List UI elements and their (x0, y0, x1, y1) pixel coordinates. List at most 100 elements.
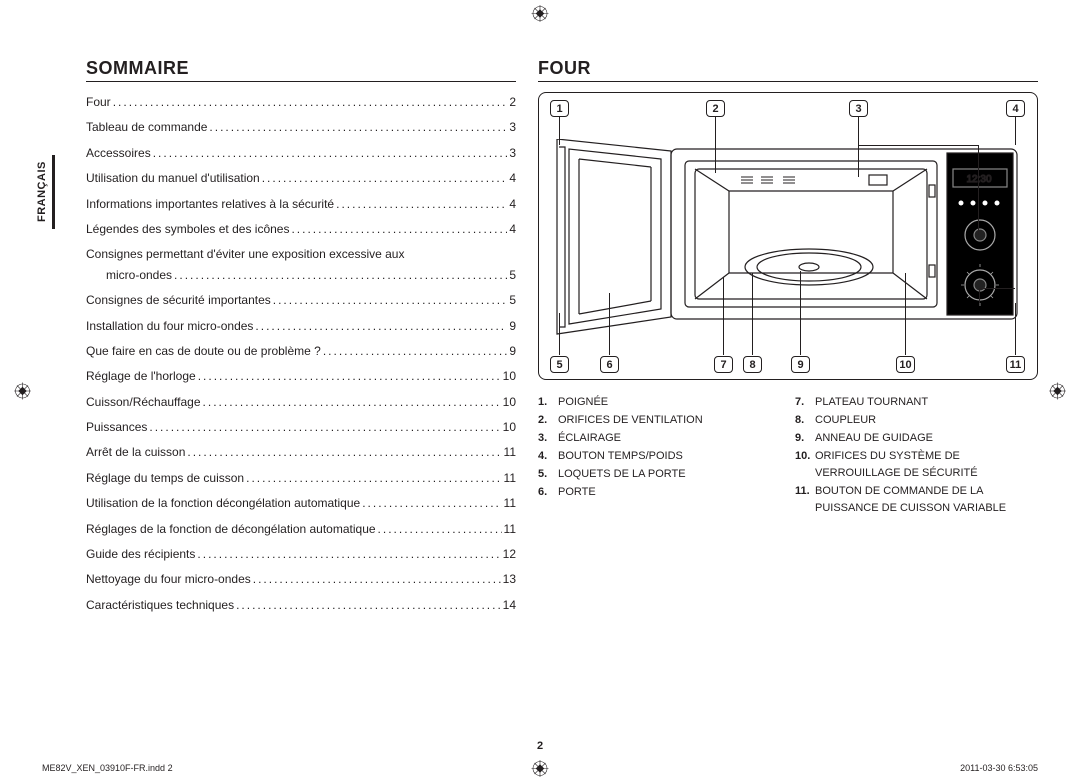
toc-page: 10 (503, 366, 516, 386)
parts-label: ORIFICES DU SYSTÈME DE VERROUILLAGE DE S… (815, 448, 1038, 482)
leader-line (858, 117, 859, 177)
toc-leader-dots (197, 552, 500, 564)
toc-item: Arrêt de la cuisson11 (86, 442, 516, 462)
toc-item: Tableau de commande 3 (86, 117, 516, 137)
toc-leader-dots (174, 273, 507, 285)
leader-line (559, 117, 560, 145)
toc-leader-dots (323, 349, 507, 361)
manual-page: FRANÇAIS SOMMAIRE Four2Tableau de comman… (0, 0, 1080, 782)
page-number: 2 (537, 740, 543, 752)
leader-line (858, 145, 978, 146)
toc-text: Informations importantes relatives à la … (86, 194, 334, 214)
toc-text: Installation du four micro-ondes (86, 316, 253, 336)
toc-text: Utilisation de la fonction décongélation… (86, 493, 360, 513)
toc-item: Informations importantes relatives à la … (86, 194, 516, 214)
four-column: FOUR (538, 58, 1038, 620)
toc-page: 4 (509, 168, 516, 188)
toc-leader-dots (255, 324, 507, 336)
toc-text: Cuisson/Réchauffage (86, 392, 201, 412)
toc-item: Réglages de la fonction de décongélation… (86, 519, 516, 539)
toc-text: Légendes des symboles et des icônes (86, 219, 289, 239)
toc-page: 2 (509, 92, 516, 112)
toc-item: Consignes permettant d'éviter une exposi… (86, 244, 516, 285)
parts-legend-right: 7.PLATEAU TOURNANT8.COUPLEUR9.ANNEAU DE … (795, 394, 1038, 518)
leader-line (723, 277, 724, 355)
toc-item: Réglage de l'horloge 10 (86, 366, 516, 386)
toc-item: Réglage du temps de cuisson11 (86, 468, 516, 488)
toc-page: 12 (503, 544, 516, 564)
toc-page: 3 (509, 143, 516, 163)
registration-mark-icon (14, 383, 31, 400)
registration-mark-icon (1049, 383, 1066, 400)
toc-text: Guide des récipients (86, 544, 195, 564)
table-of-contents: Four2Tableau de commande3Accessoires3Uti… (86, 92, 516, 615)
parts-number: 2. (538, 412, 558, 429)
toc-page: 14 (503, 595, 516, 615)
leader-line (609, 293, 610, 355)
microwave-illustration: 12:30 (551, 139, 1026, 339)
parts-legend-item: 7.PLATEAU TOURNANT (795, 394, 1038, 411)
parts-legend-item: 8.COUPLEUR (795, 412, 1038, 429)
toc-leader-dots (273, 299, 508, 311)
sommaire-column: SOMMAIRE Four2Tableau de commande3Access… (86, 58, 516, 620)
leader-line (752, 273, 753, 355)
toc-page: 9 (509, 341, 516, 361)
four-heading: FOUR (538, 58, 1038, 82)
leader-line (979, 288, 1015, 289)
toc-text: Caractéristiques techniques (86, 595, 234, 615)
toc-item: Accessoires3 (86, 143, 516, 163)
diagram-callout-7: 7 (714, 356, 733, 373)
toc-text: Puissances (86, 417, 147, 437)
toc-leader-dots (149, 425, 500, 437)
toc-text: Réglage de l'horloge (86, 366, 196, 386)
diagram-callout-4: 4 (1006, 100, 1025, 117)
parts-label: PORTE (558, 484, 596, 501)
diagram-callout-2: 2 (706, 100, 725, 117)
diagram-callout-11: 11 (1006, 356, 1025, 373)
parts-label: PLATEAU TOURNANT (815, 394, 928, 411)
parts-label: ÉCLAIRAGE (558, 430, 621, 447)
toc-leader-dots (262, 177, 508, 189)
parts-label: BOUTON DE COMMANDE DE LA PUISSANCE DE CU… (815, 483, 1038, 517)
footer-filename: ME82V_XEN_03910F-FR.indd 2 (42, 763, 173, 773)
toc-leader-dots (378, 527, 502, 539)
toc-text: Que faire en cas de doute ou de problème… (86, 341, 321, 361)
parts-legend-item: 11.BOUTON DE COMMANDE DE LA PUISSANCE DE… (795, 483, 1038, 517)
toc-leader-dots (203, 400, 501, 412)
language-tab: FRANÇAIS (36, 155, 55, 229)
parts-legend-item: 6.PORTE (538, 484, 781, 501)
toc-leader-dots (362, 502, 501, 514)
toc-text: Arrêt de la cuisson (86, 442, 185, 462)
leader-line (559, 313, 560, 355)
parts-number: 1. (538, 394, 558, 411)
parts-number: 9. (795, 430, 815, 447)
toc-page: 4 (509, 219, 516, 239)
oven-diagram: 12:30 (538, 92, 1038, 380)
diagram-callout-6: 6 (600, 356, 619, 373)
parts-number: 3. (538, 430, 558, 447)
diagram-callout-10: 10 (896, 356, 915, 373)
leader-line (1015, 117, 1016, 145)
toc-leader-dots (209, 126, 507, 138)
toc-text: Tableau de commande (86, 117, 207, 137)
leader-line (800, 271, 801, 355)
toc-text: Réglage du temps de cuisson (86, 468, 244, 488)
toc-text: micro-ondes (86, 265, 172, 285)
toc-item: Légendes des symboles et des icônes 4 (86, 219, 516, 239)
toc-item: Four2 (86, 92, 516, 112)
toc-leader-dots (153, 151, 508, 163)
display-time: 12:30 (966, 174, 991, 185)
parts-legend-item: 4.BOUTON TEMPS/POIDS (538, 448, 781, 465)
toc-item: Puissances10 (86, 417, 516, 437)
leader-line (1015, 303, 1016, 355)
toc-page: 3 (509, 117, 516, 137)
parts-number: 10. (795, 448, 815, 482)
parts-legend-item: 2.ORIFICES DE VENTILATION (538, 412, 781, 429)
footer-timestamp: 2011-03-30 6:53:05 (960, 763, 1038, 773)
toc-text: Consignes permettant d'éviter une exposi… (86, 244, 516, 264)
leader-line (979, 288, 980, 303)
parts-number: 6. (538, 484, 558, 501)
parts-label: LOQUETS DE LA PORTE (558, 466, 686, 483)
toc-item: Caractéristiques techniques 14 (86, 595, 516, 615)
diagram-callout-1: 1 (550, 100, 569, 117)
